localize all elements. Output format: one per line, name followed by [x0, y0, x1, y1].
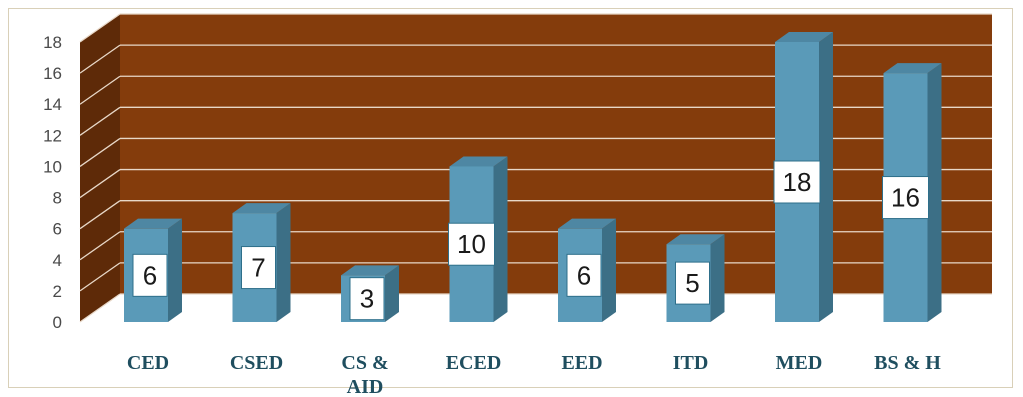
y-tick-label: 16: [43, 64, 62, 83]
gridline-side: [79, 13, 121, 43]
gridline-side: [79, 75, 121, 105]
data-label-box: [132, 253, 168, 297]
data-label: 10: [457, 229, 486, 259]
gridline-side: [79, 44, 121, 74]
y-tick-label: 18: [43, 33, 62, 52]
bar-top: [666, 234, 725, 245]
bar-top: [883, 63, 942, 74]
data-label-box: [448, 222, 495, 266]
bar-top: [775, 32, 833, 42]
category-label: BS & H: [874, 352, 941, 374]
bar-top: [558, 218, 616, 229]
data-label: 6: [143, 260, 157, 290]
gridline-side: [79, 169, 121, 199]
data-label-box: [675, 261, 710, 305]
category-label: AID: [347, 376, 384, 397]
bar-top: [449, 156, 508, 167]
bar-top: [124, 218, 182, 229]
gridline-side: [79, 293, 121, 323]
data-label: 6: [577, 260, 591, 290]
y-tick-label: 12: [43, 126, 62, 145]
category-label: CED: [127, 352, 169, 374]
category-label: CSED: [230, 352, 283, 374]
data-label-box: [241, 246, 276, 290]
category-label: MED: [776, 352, 823, 374]
bar-top: [341, 265, 399, 276]
bar-side: [927, 63, 942, 322]
category-label: EED: [561, 352, 602, 374]
data-label-box: [349, 277, 385, 321]
data-label: 5: [685, 268, 699, 298]
y-tick-label: 14: [43, 95, 62, 114]
y-tick-label: 6: [53, 220, 62, 239]
category-label: ITD: [673, 352, 709, 374]
y-tick-label: 0: [53, 313, 62, 332]
data-label: 7: [251, 253, 265, 283]
y-tick-label: 2: [53, 282, 62, 301]
data-label-box: [773, 160, 821, 204]
data-label-box: [566, 253, 602, 297]
bar-side: [385, 265, 399, 322]
gridline-side: [79, 200, 121, 230]
bar-side: [819, 32, 833, 322]
data-label-box: [882, 176, 929, 220]
bar-side: [168, 218, 182, 322]
bar-side: [710, 234, 725, 322]
gridline-side: [79, 106, 121, 136]
y-tick-label: 4: [53, 251, 62, 270]
gridline-side: [79, 137, 121, 167]
y-tick-label: 8: [53, 189, 62, 208]
bar-side: [276, 203, 291, 322]
gridline-side: [79, 262, 121, 292]
data-label: 16: [891, 183, 920, 213]
category-label: ECED: [446, 352, 502, 374]
bar-side: [493, 156, 508, 322]
y-tick-label: 10: [43, 157, 62, 176]
data-label: 18: [783, 167, 812, 197]
bar-side: [602, 218, 616, 322]
bar-top: [232, 203, 291, 214]
category-label: CS &: [341, 352, 388, 374]
chart-side-wall: [80, 14, 120, 322]
gridline-side: [79, 231, 121, 261]
data-label: 3: [360, 284, 374, 314]
